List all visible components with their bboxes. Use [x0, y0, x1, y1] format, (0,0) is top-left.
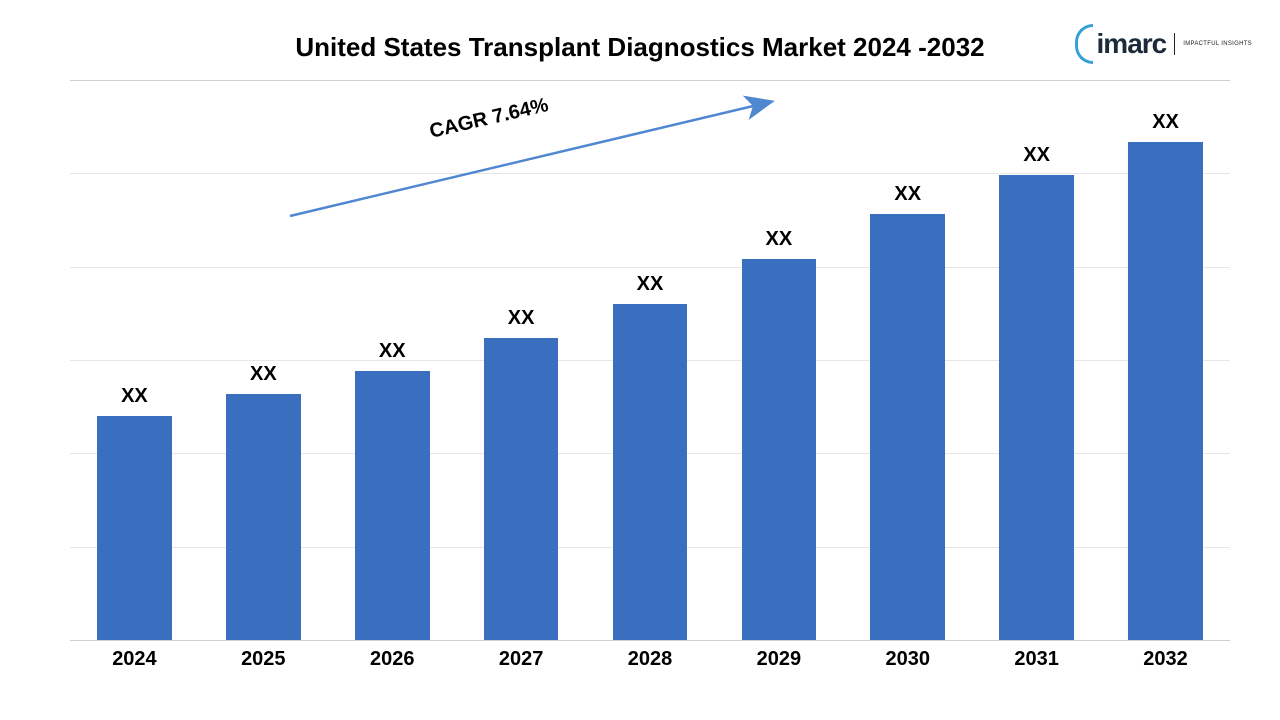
- bar-wrap: XX: [226, 80, 301, 640]
- bar: [613, 304, 688, 640]
- x-axis-label: 2024: [70, 648, 199, 671]
- bar-wrap: XX: [355, 80, 430, 640]
- bar-wrap: XX: [870, 80, 945, 640]
- bar-value-label: XX: [870, 183, 945, 206]
- bar: [1128, 142, 1203, 640]
- logo-tagline: IMPACTFUL INSIGHTS: [1183, 41, 1252, 48]
- chart-page: United States Transplant Diagnostics Mar…: [0, 0, 1280, 720]
- bar-wrap: XX: [613, 80, 688, 640]
- bar-wrap: XX: [97, 80, 172, 640]
- x-axis-label: 2026: [328, 648, 457, 671]
- bar: [742, 259, 817, 640]
- bar: [97, 416, 172, 640]
- bar: [484, 338, 559, 640]
- gridline: [70, 640, 1230, 641]
- logo-text: imarc: [1097, 28, 1167, 60]
- bar-wrap: XX: [1128, 80, 1203, 640]
- x-axis-label: 2031: [972, 648, 1101, 671]
- bar: [226, 394, 301, 640]
- bar-value-label: XX: [1128, 111, 1203, 134]
- bar-wrap: XX: [742, 80, 817, 640]
- x-axis-label: 2032: [1101, 648, 1230, 671]
- bar-value-label: XX: [999, 144, 1074, 167]
- bar: [999, 175, 1074, 640]
- x-axis-label: 2029: [714, 648, 843, 671]
- bar-wrap: XX: [484, 80, 559, 640]
- bar-value-label: XX: [97, 385, 172, 408]
- x-axis-label: 2025: [199, 648, 328, 671]
- bar-value-label: XX: [484, 307, 559, 330]
- x-axis-labels: 202420252026202720282029203020312032: [70, 648, 1230, 678]
- bar-value-label: XX: [355, 340, 430, 363]
- bar: [870, 214, 945, 640]
- x-axis-label: 2027: [457, 648, 586, 671]
- bar-value-label: XX: [226, 363, 301, 386]
- bar-value-label: XX: [742, 228, 817, 251]
- x-axis-label: 2028: [586, 648, 715, 671]
- logo-swoosh-icon: [1075, 24, 1093, 64]
- bar: [355, 371, 430, 640]
- bar-value-label: XX: [613, 273, 688, 296]
- brand-logo: imarc IMPACTFUL INSIGHTS: [1075, 24, 1252, 64]
- plot-area: XXXXXXXXXXXXXXXXXX CAGR 7.64%: [70, 80, 1230, 640]
- bar-wrap: XX: [999, 80, 1074, 640]
- bars-container: XX XX XX XX XX XX XX XX XX: [70, 80, 1230, 640]
- logo-separator: [1174, 33, 1175, 55]
- x-axis-label: 2030: [843, 648, 972, 671]
